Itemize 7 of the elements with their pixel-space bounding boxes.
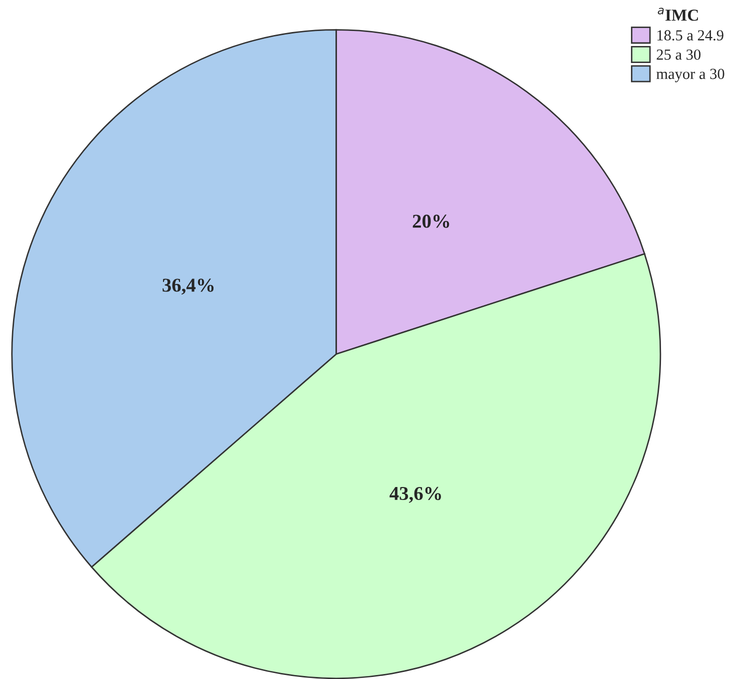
- legend-label: mayor a 30: [656, 68, 724, 82]
- legend-title: $^{a}$IMC: [658, 8, 698, 21]
- data-label: 43,6%: [390, 486, 441, 503]
- legend-label: 25 a 30: [656, 49, 700, 60]
- data-label: 20%: [412, 214, 450, 228]
- legend-label: 18.5 a 24.9: [657, 30, 724, 41]
- data-label: 36,4%: [162, 278, 214, 295]
